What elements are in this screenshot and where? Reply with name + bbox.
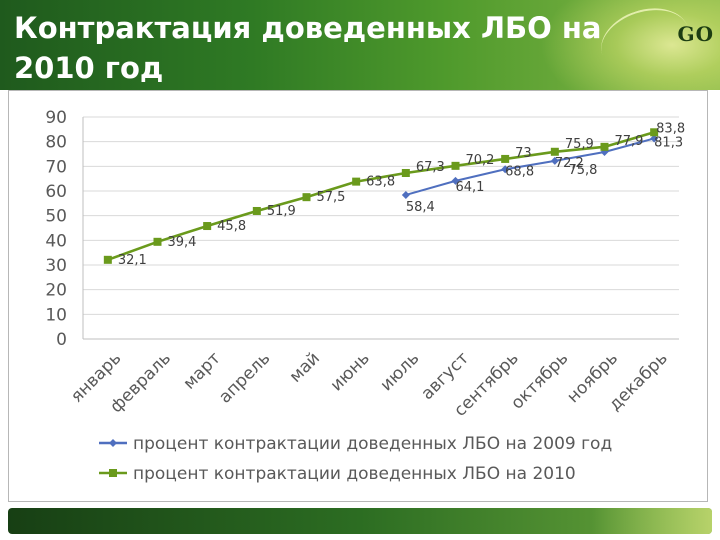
data-label: 73 — [515, 146, 532, 161]
data-label: 63,8 — [366, 175, 395, 190]
data-label: 70,2 — [466, 153, 495, 168]
data-label: 51,9 — [267, 204, 296, 219]
data-point-marker — [401, 168, 410, 177]
y-tick-label: 70 — [45, 157, 67, 177]
x-tick-label: июль — [377, 348, 424, 395]
slide-header: Контрактация доведенных ЛБО на 2010 год … — [0, 0, 720, 90]
data-point-marker — [302, 193, 311, 202]
x-tick-label: май — [286, 348, 324, 386]
data-point-marker — [352, 177, 361, 186]
data-point-marker — [550, 156, 559, 165]
data-label: 77,9 — [615, 134, 644, 149]
data-point-marker — [650, 128, 659, 137]
data-point-marker — [501, 154, 510, 163]
data-label: 58,4 — [406, 200, 435, 215]
slide-footer — [8, 508, 712, 534]
legend-marker — [109, 439, 117, 447]
series-layer — [103, 128, 659, 264]
y-tick-label: 90 — [45, 108, 67, 128]
data-point-marker — [650, 134, 659, 143]
data-point-marker — [153, 237, 162, 246]
legend-marker — [109, 469, 117, 477]
chart-frame: 0 10 20 30 40 50 60 70 80 90 январь февраль март апр… — [8, 90, 708, 502]
footer-accent — [592, 508, 712, 534]
data-label: 68,8 — [505, 164, 534, 179]
y-tick-label: 40 — [45, 231, 67, 251]
header-decoration — [540, 0, 720, 90]
y-tick-label: 50 — [45, 207, 67, 227]
data-point-marker — [451, 176, 460, 185]
series-line — [405, 137, 655, 196]
data-label: 83,8 — [656, 121, 685, 136]
gridlines — [82, 116, 679, 340]
data-label: 45,8 — [217, 219, 246, 234]
data-label: 57,5 — [317, 190, 346, 205]
y-tick-label: 20 — [45, 281, 67, 301]
data-label: 67,3 — [416, 160, 445, 175]
slide-title: Контрактация доведенных ЛБО на 2010 год — [14, 11, 602, 85]
x-tick-label: апрель — [215, 348, 274, 407]
data-point-marker — [203, 222, 212, 231]
data-label: 72,2 — [555, 156, 584, 171]
data-label: 75,8 — [569, 163, 598, 178]
y-tick-label: 0 — [56, 330, 67, 350]
data-point-marker — [600, 142, 609, 151]
x-tick-label: июнь — [327, 348, 374, 395]
y-tick-label: 80 — [45, 133, 67, 153]
data-label: 64,1 — [456, 180, 485, 195]
x-tick-label: март — [179, 348, 224, 393]
data-label: 75,9 — [565, 137, 594, 152]
data-labels: 58,4 64,1 68,8 72,275,8 81,3 32,1 39,4 45,8 51,9… — [118, 121, 685, 268]
legend-label: процент контрактации доведенных ЛБО на 2… — [133, 434, 612, 454]
y-tick-label: 10 — [45, 305, 67, 325]
legend-label: процент контрактации доведенных ЛБО на 2… — [133, 464, 576, 484]
logo: GO — [677, 22, 714, 46]
data-label: 39,4 — [168, 235, 197, 250]
data-point-marker — [103, 255, 112, 264]
y-tick-label: 30 — [45, 256, 67, 276]
data-label: 81,3 — [654, 135, 683, 150]
series-line — [107, 131, 655, 262]
data-point-marker — [252, 206, 261, 215]
legend: процент контрактации доведенных ЛБО на 2… — [99, 434, 612, 484]
y-axis-ticks: 0 10 20 30 40 50 60 70 80 90 — [45, 108, 67, 350]
data-point-marker — [550, 147, 559, 156]
data-label: 32,1 — [118, 253, 147, 268]
data-point-marker — [501, 165, 510, 174]
y-tick-label: 60 — [45, 182, 67, 202]
data-point-marker — [451, 161, 460, 170]
data-point-marker — [401, 190, 410, 199]
